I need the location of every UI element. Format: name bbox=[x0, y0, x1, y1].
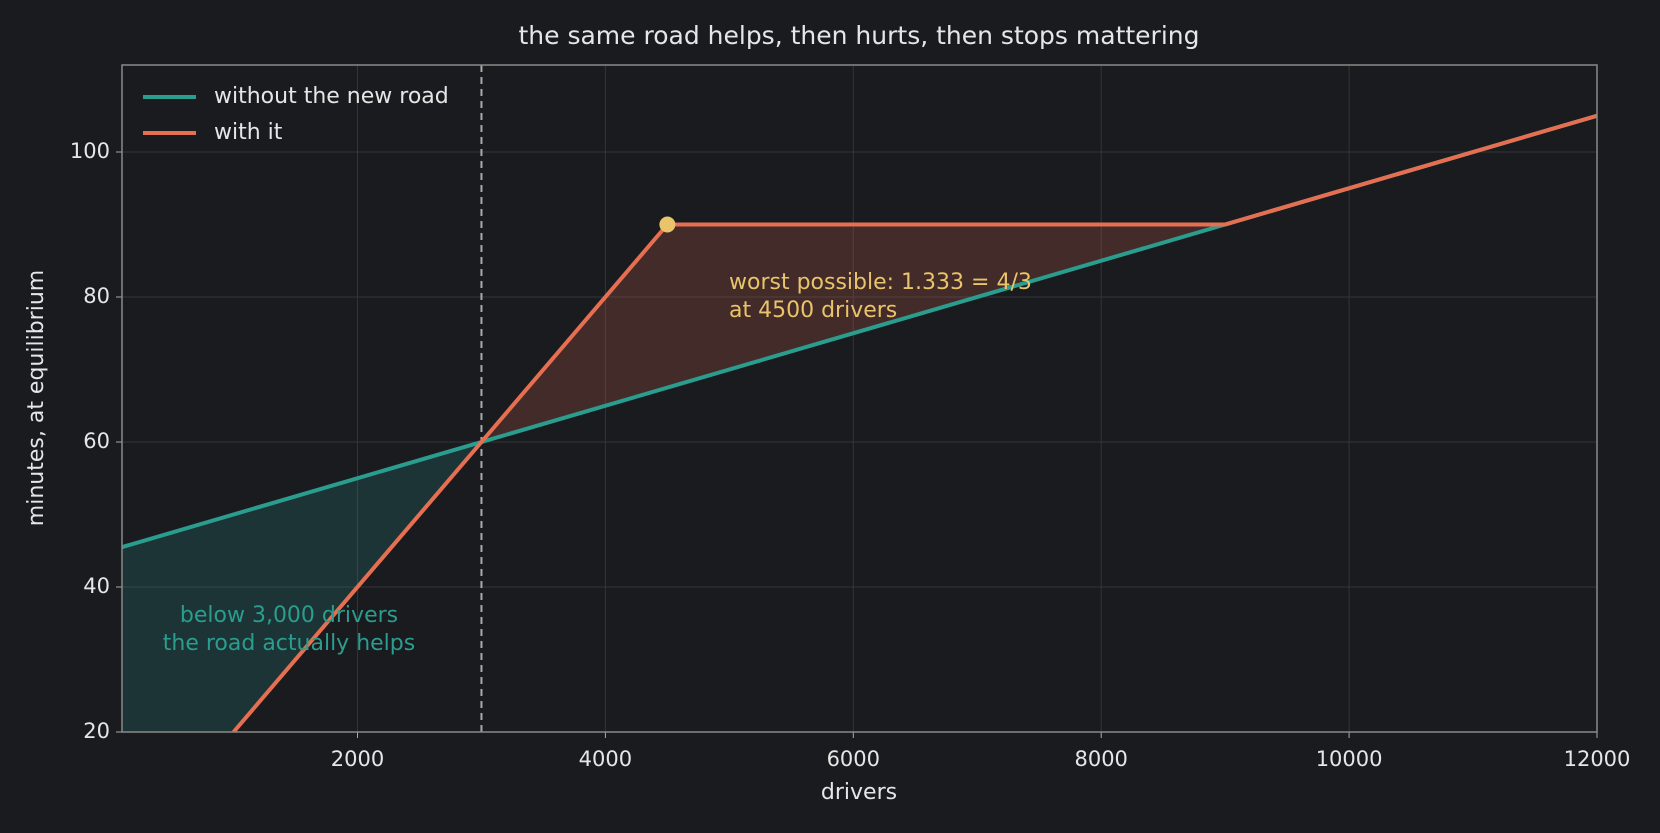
annotation: below 3,000 drivers bbox=[180, 603, 398, 628]
x-tick-label: 2000 bbox=[331, 747, 384, 771]
x-tick-label: 10000 bbox=[1316, 747, 1383, 771]
y-tick-label: 60 bbox=[83, 429, 110, 453]
y-axis-label: minutes, at equilibrium bbox=[24, 270, 49, 526]
x-tick-label: 4000 bbox=[579, 747, 632, 771]
x-tick-label: 6000 bbox=[827, 747, 880, 771]
y-tick-label: 80 bbox=[83, 284, 110, 308]
annotation: the road actually helps bbox=[163, 631, 415, 656]
y-tick-label: 100 bbox=[70, 139, 110, 163]
y-tick-label: 20 bbox=[83, 719, 110, 743]
legend-label: with it bbox=[214, 120, 283, 145]
annotation: worst possible: 1.333 = 4/3 bbox=[729, 270, 1032, 295]
plot-background bbox=[122, 65, 1597, 732]
helps-region bbox=[122, 442, 482, 732]
legend-label: without the new road bbox=[214, 84, 449, 109]
chart-title: the same road helps, then hurts, then st… bbox=[518, 21, 1199, 50]
x-axis-label: drivers bbox=[821, 780, 897, 805]
x-tick-label: 12000 bbox=[1564, 747, 1631, 771]
x-tick-label: 8000 bbox=[1074, 747, 1127, 771]
plot-frame bbox=[121, 64, 1598, 733]
y-tick-label: 40 bbox=[83, 574, 110, 598]
worst-point bbox=[659, 216, 676, 233]
annotation: at 4500 drivers bbox=[729, 298, 897, 323]
